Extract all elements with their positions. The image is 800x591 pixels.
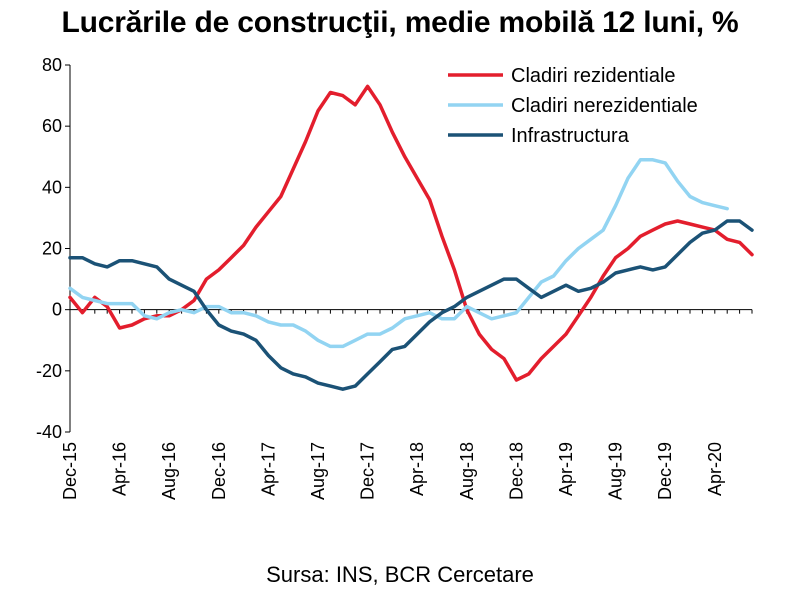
x-tick-label: Dec-19: [655, 442, 675, 500]
x-tick-label: Aug-18: [457, 442, 477, 500]
legend-label-cladiri-nerezidentiale: Cladiri nerezidentiale: [511, 95, 698, 117]
chart-legend: Cladiri rezidentiale Cladiri nerezidentia…: [448, 65, 698, 147]
legend-label-cladiri-rezidentiale: Cladiri rezidentiale: [511, 65, 676, 87]
x-tick-label: Aug-17: [308, 442, 328, 500]
series-line-cladiri-nerezidentiale: [68, 158, 729, 349]
x-tick-label: Apr-17: [258, 442, 278, 496]
x-tick-label: Apr-19: [556, 442, 576, 496]
x-tick-label: Aug-16: [159, 442, 179, 500]
x-tick-label: Apr-20: [705, 442, 725, 496]
series-layer: [68, 84, 754, 391]
x-tick-label: Dec-18: [506, 442, 526, 500]
chart-title: Lucrările de construcţii, medie mobilă 1…: [61, 6, 739, 39]
y-tick-label: 20: [42, 239, 62, 259]
y-tick-label: 40: [42, 177, 62, 197]
x-tick-label: Dec-17: [358, 442, 378, 500]
x-tick-label: Dec-15: [60, 442, 80, 500]
chart-source: Sursa: INS, BCR Cercetare: [266, 562, 534, 587]
x-tick-label: Apr-16: [110, 442, 130, 496]
y-tick-label: -20: [36, 361, 62, 381]
x-tick-label: Apr-18: [407, 442, 427, 496]
y-tick-label: 60: [42, 116, 62, 136]
x-tick-label: Aug-19: [606, 442, 626, 500]
series-line-cladiri-rezidentiale: [68, 84, 754, 382]
series-line-infrastructura: [68, 219, 754, 391]
legend-label-infrastructura: Infrastructura: [511, 125, 630, 147]
y-tick-label: 80: [42, 55, 62, 75]
x-tick-label: Dec-16: [209, 442, 229, 500]
y-tick-label: -40: [36, 422, 62, 442]
y-tick-label: 0: [52, 300, 62, 320]
